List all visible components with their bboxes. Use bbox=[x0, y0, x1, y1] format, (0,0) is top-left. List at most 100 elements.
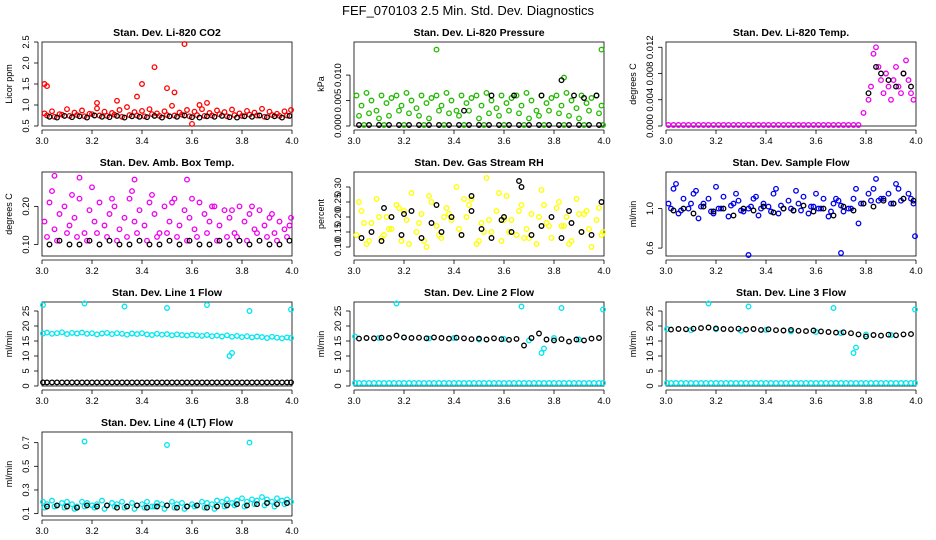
data-point bbox=[239, 379, 245, 386]
data-point bbox=[728, 202, 734, 209]
data-point bbox=[536, 112, 542, 119]
data-point bbox=[229, 333, 235, 340]
data-point bbox=[166, 237, 173, 244]
data-point bbox=[680, 195, 687, 202]
data-point bbox=[778, 380, 784, 386]
data-point bbox=[768, 380, 774, 386]
data-point bbox=[164, 442, 170, 448]
data-point bbox=[204, 302, 210, 308]
data-point bbox=[785, 197, 792, 204]
data-point bbox=[488, 229, 495, 235]
data-point bbox=[139, 330, 145, 337]
data-point bbox=[166, 113, 173, 120]
data-point bbox=[229, 350, 235, 356]
x-tick-label: 4.0 bbox=[285, 396, 298, 407]
plot-frame bbox=[665, 41, 917, 127]
data-point bbox=[885, 190, 892, 197]
data-point bbox=[104, 379, 110, 386]
data-point bbox=[576, 211, 582, 217]
data-point bbox=[274, 495, 280, 502]
data-point bbox=[596, 122, 602, 128]
data-point bbox=[805, 210, 812, 217]
panel-8: Stan. Dev. Line 2 Flow ml/min 3.0 3.2 3.4 3.6… bbox=[316, 287, 611, 407]
data-point bbox=[281, 108, 288, 115]
data-point bbox=[853, 344, 859, 351]
y-tick-label: 1.0 bbox=[645, 202, 656, 215]
data-point bbox=[356, 335, 362, 342]
data-point bbox=[358, 208, 365, 214]
series-1 bbox=[665, 175, 918, 240]
y-tick-label: 0.005 bbox=[333, 89, 344, 113]
data-point bbox=[219, 498, 225, 505]
data-point bbox=[740, 122, 747, 128]
x-tick-label: 3.8 bbox=[547, 266, 560, 277]
data-point bbox=[775, 122, 782, 128]
data-point bbox=[64, 503, 70, 510]
data-point bbox=[526, 115, 532, 122]
data-point bbox=[136, 207, 143, 214]
data-point bbox=[256, 207, 263, 214]
data-point bbox=[878, 332, 884, 339]
data-point bbox=[513, 92, 520, 99]
data-point bbox=[556, 380, 562, 386]
data-point bbox=[179, 379, 185, 386]
series-2 bbox=[745, 250, 844, 258]
data-point bbox=[818, 205, 824, 212]
data-point bbox=[286, 112, 293, 119]
data-point bbox=[735, 122, 742, 128]
data-point bbox=[144, 331, 150, 338]
data-point bbox=[199, 498, 205, 505]
data-point bbox=[538, 92, 545, 99]
data-point bbox=[196, 102, 203, 108]
data-point bbox=[94, 331, 100, 338]
data-point bbox=[199, 379, 205, 386]
y-tick-label: 1.5 bbox=[21, 77, 32, 90]
data-point bbox=[863, 380, 869, 386]
data-point bbox=[149, 332, 155, 338]
data-point bbox=[700, 203, 707, 210]
y-axis-label: ml/min bbox=[4, 331, 14, 358]
y-axis-label: ml/min bbox=[628, 201, 638, 228]
data-point bbox=[433, 92, 440, 99]
data-point bbox=[890, 77, 897, 84]
data-point bbox=[790, 122, 797, 128]
data-point bbox=[818, 380, 824, 386]
data-point bbox=[586, 107, 592, 114]
data-point bbox=[236, 203, 243, 210]
data-point bbox=[518, 184, 525, 190]
data-point bbox=[136, 237, 143, 244]
data-point bbox=[124, 104, 130, 111]
data-point bbox=[104, 502, 110, 509]
data-point bbox=[174, 379, 180, 386]
data-point bbox=[795, 122, 802, 128]
data-point bbox=[873, 380, 879, 386]
data-point bbox=[226, 241, 233, 248]
x-tick-label: 4.0 bbox=[597, 266, 610, 277]
data-point bbox=[79, 379, 85, 386]
data-point bbox=[431, 334, 437, 341]
data-point bbox=[64, 331, 70, 338]
data-point bbox=[49, 330, 55, 337]
data-point bbox=[775, 210, 782, 217]
data-point bbox=[503, 193, 510, 199]
x-tick-label: 3.8 bbox=[547, 396, 560, 407]
data-point bbox=[353, 92, 360, 99]
data-point bbox=[49, 497, 55, 504]
data-point bbox=[76, 174, 83, 181]
data-point bbox=[501, 214, 507, 220]
data-point bbox=[386, 122, 392, 128]
data-point bbox=[513, 232, 520, 238]
x-tick-label: 4.0 bbox=[597, 136, 610, 147]
data-point bbox=[780, 205, 787, 212]
data-point bbox=[705, 122, 712, 128]
data-point bbox=[131, 218, 138, 225]
data-point bbox=[596, 205, 602, 211]
data-point bbox=[86, 237, 93, 244]
data-point bbox=[259, 105, 265, 112]
data-point bbox=[174, 504, 180, 511]
data-point bbox=[201, 211, 208, 217]
data-point bbox=[361, 380, 367, 386]
data-point bbox=[54, 114, 60, 121]
data-point bbox=[566, 380, 572, 386]
data-point bbox=[106, 211, 113, 217]
